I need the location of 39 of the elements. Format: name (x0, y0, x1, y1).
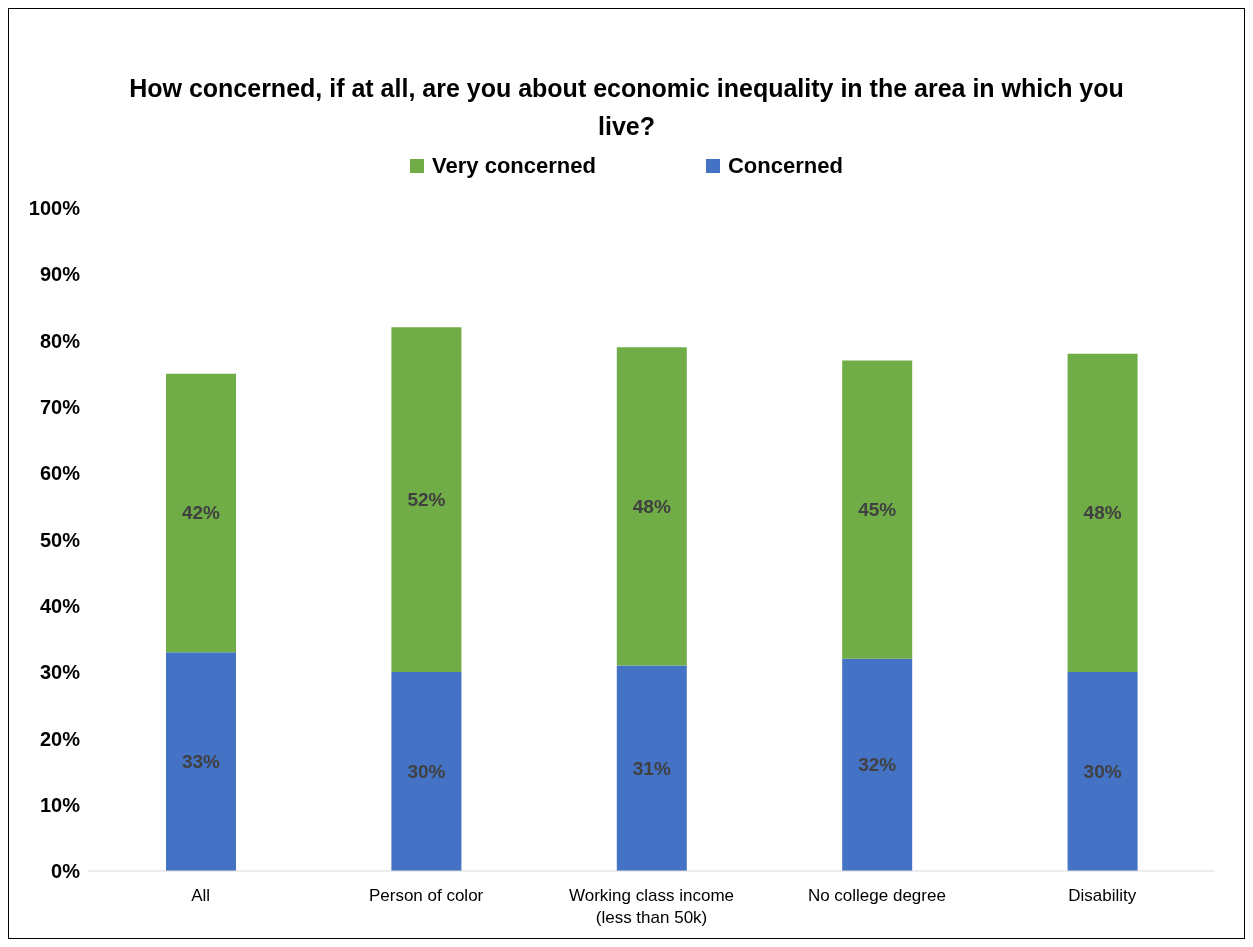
bar (391, 327, 462, 673)
y-tick-label: 60% (39, 462, 81, 485)
y-tick-label: 90% (39, 263, 81, 286)
bar (842, 658, 913, 871)
data-label: 32% (858, 754, 897, 776)
bar (842, 360, 913, 659)
bar (1067, 672, 1138, 871)
y-tick-label: 20% (39, 727, 81, 750)
y-tick-label: 80% (39, 329, 81, 352)
data-label: 30% (407, 761, 446, 783)
data-label: 45% (858, 499, 897, 521)
data-label: 31% (632, 757, 671, 779)
data-label: 48% (632, 495, 671, 517)
bar (166, 373, 236, 653)
y-tick-label: 40% (39, 594, 81, 617)
y-tick-label: 100% (28, 197, 81, 220)
chart-title: How concerned, if at all, are you about economic inequality in the area in which you live? (128, 73, 1125, 142)
data-label: 33% (181, 751, 221, 773)
x-tick-label: Person of color (368, 886, 484, 905)
y-tick-label: 70% (39, 396, 81, 418)
data-label: 42% (181, 502, 221, 524)
legend-label: Concerned (727, 153, 843, 179)
legend-label: Very concerned (432, 153, 596, 179)
bar (616, 347, 687, 666)
data-label: 30% (1083, 761, 1122, 783)
bar (616, 665, 687, 871)
bar (1067, 353, 1138, 673)
y-tick-label: 30% (39, 661, 81, 684)
y-tick-label: 10% (39, 793, 81, 816)
x-tick-label: Working class income (less than 50k) (568, 886, 735, 927)
bar (166, 652, 236, 871)
data-label: 48% (1083, 502, 1122, 524)
data-label: 52% (407, 489, 446, 511)
x-tick-label: All (191, 886, 211, 905)
x-tick-label: Disability (1068, 886, 1137, 905)
y-tick-label: 50% (39, 528, 81, 551)
bar (391, 672, 462, 871)
y-tick-label: 0% (51, 860, 81, 883)
x-tick-label: No college degree (807, 886, 946, 905)
